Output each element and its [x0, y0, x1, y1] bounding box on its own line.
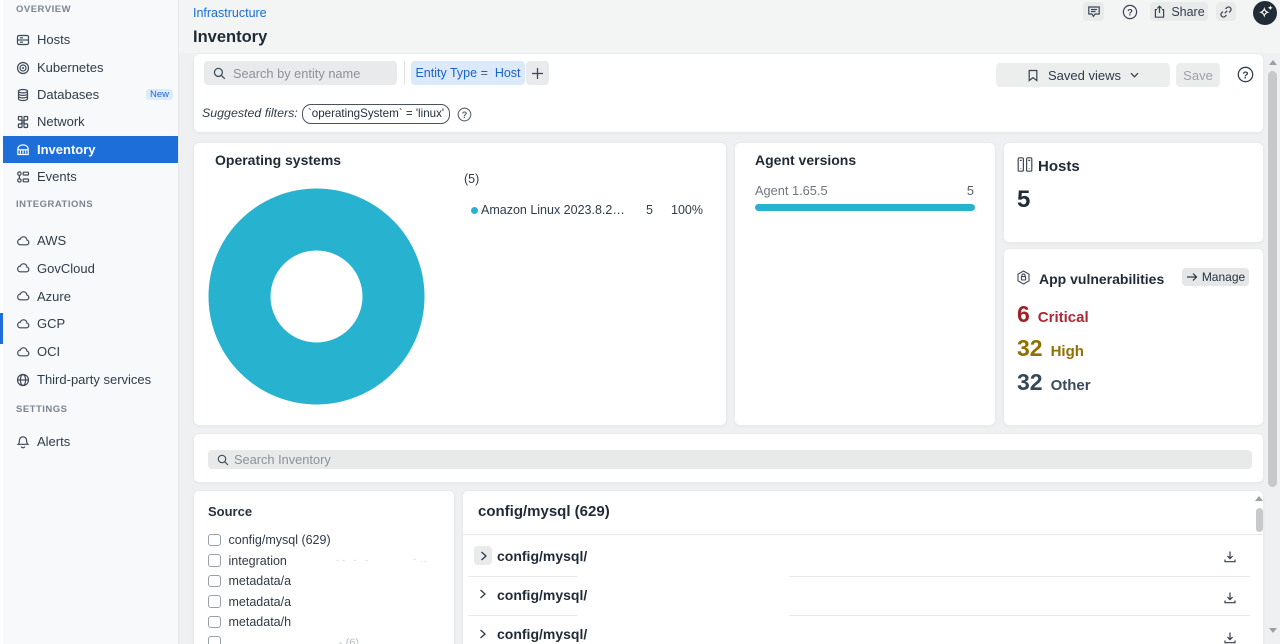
svg-text:?: ?	[462, 110, 468, 120]
svg-text:?: ?	[1127, 7, 1133, 18]
svg-text:?: ?	[1242, 69, 1248, 81]
